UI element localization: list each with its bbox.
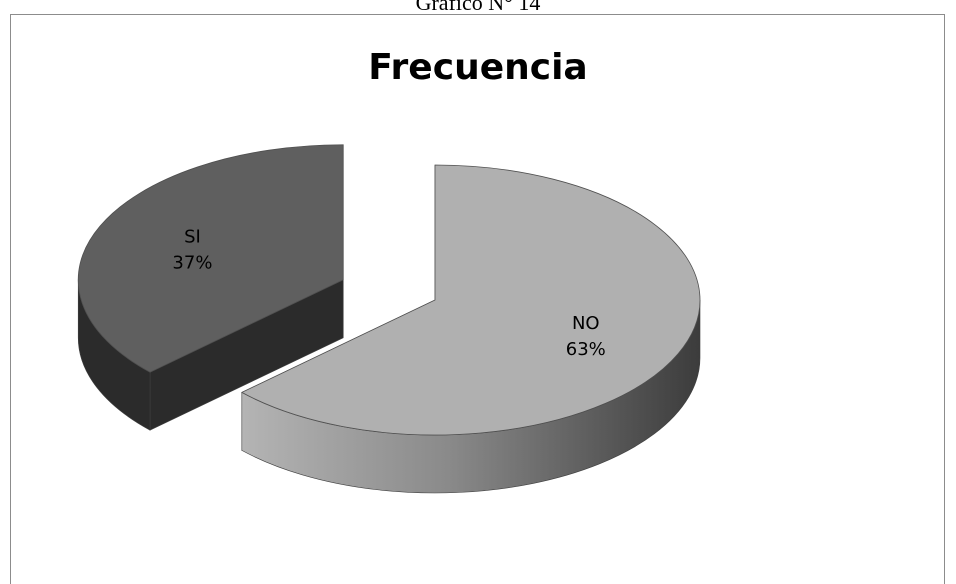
slice-label-no: NO xyxy=(572,313,600,334)
slice-top xyxy=(77,144,344,373)
slice-top xyxy=(240,164,701,436)
slice-label-si: SI xyxy=(184,227,201,248)
chart-title: Frecuencia xyxy=(368,47,588,88)
pie-slice-si xyxy=(77,144,344,431)
pie-slice-no xyxy=(240,164,701,494)
slice-percent-si: 37% xyxy=(172,253,212,274)
figure-caption: Gráfico N° 14 xyxy=(415,0,541,15)
slice-percent-no: 63% xyxy=(566,339,606,360)
